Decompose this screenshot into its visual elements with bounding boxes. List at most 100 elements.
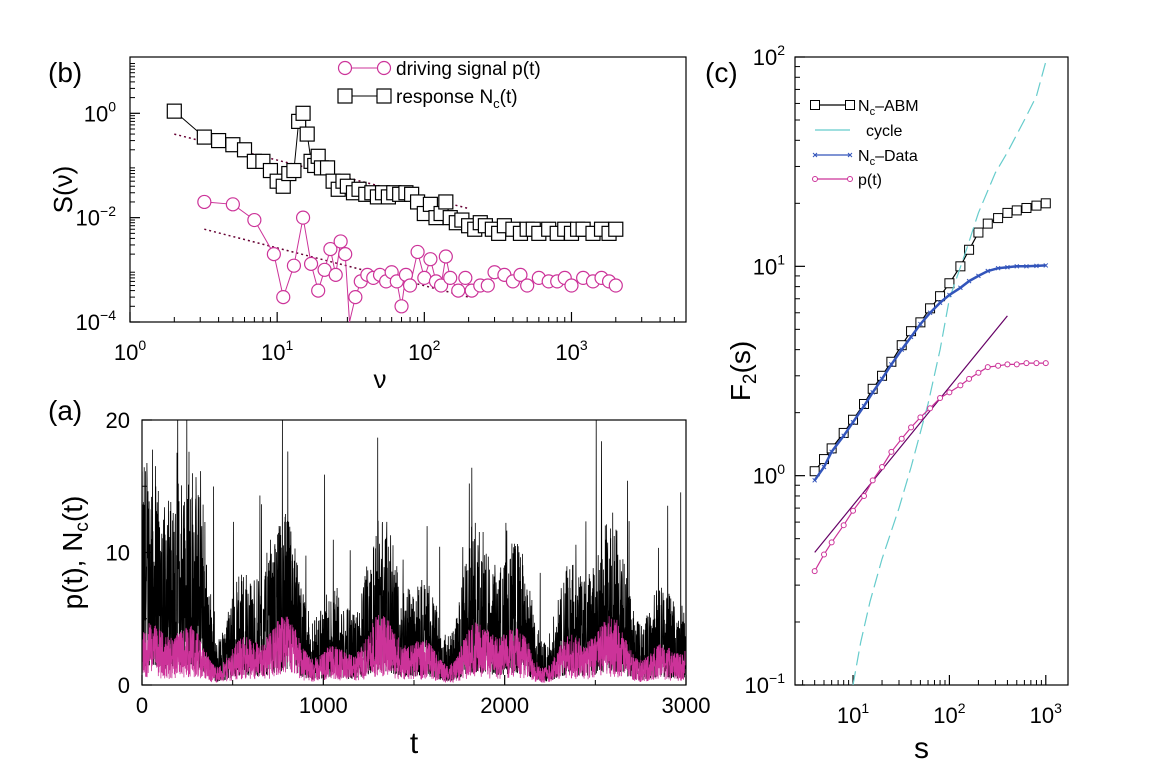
legend-marker [337,60,353,76]
data-point [1031,200,1042,211]
data-point [1005,264,1010,270]
data-point [982,218,993,229]
x-tick-label: 103 [555,337,587,365]
data-point [985,268,991,274]
data-point [964,244,975,255]
data-point [958,285,963,291]
data-point [438,194,454,210]
data-point [973,227,984,238]
data-point [295,210,311,225]
data-point [966,278,972,284]
legend-marker [845,100,855,110]
x-tick-label: 2000 [480,693,529,718]
x-axis-label: t [410,727,419,760]
x-tick-label: 102 [933,700,965,728]
legend-marker [337,88,353,104]
data-point [927,310,933,316]
data-point [879,376,885,382]
legend-marker [812,176,818,182]
legend-label: cycle [866,123,903,140]
data-point [1011,205,1022,216]
data-point [966,375,973,382]
legend-label: Nc–Data [858,148,918,168]
panel-a: 0 1000 2000 3000 0 10 20 t p(t), Nc(t) [57,408,710,760]
data-point [829,449,834,455]
legend-marker [847,176,853,182]
y-tick-label: 10−1 [745,670,786,698]
data-point [458,270,473,286]
legend-marker [810,100,820,110]
data-point [417,270,432,286]
data-point [423,252,438,267]
data-point [993,213,1004,224]
data-point [333,234,348,249]
data-point [861,403,867,409]
y-tick-label: 10−2 [76,203,117,231]
data-point [828,539,835,546]
data-point [1040,198,1051,209]
fit-line [204,228,469,298]
y-tick-label: 101 [753,251,785,279]
data-point [821,551,828,558]
data-point [809,466,820,477]
data-point [266,247,281,262]
legend-marker [376,60,392,76]
data-point [995,362,1002,369]
y-axis-label: S(ν) [48,166,78,214]
y-tick-label: 100 [753,461,785,489]
data-point [1021,202,1032,213]
series-line [814,202,1046,472]
data-point [917,414,924,421]
data-point [995,265,1001,271]
data-point [898,435,905,442]
data-point [295,105,311,121]
data-point [1023,360,1030,367]
data-point [225,197,240,212]
data-point [861,492,868,499]
data-point [166,103,182,119]
data-point [197,194,212,210]
data-point [984,364,991,371]
data-point [918,321,923,327]
data-point [286,162,302,179]
data-point [338,247,353,262]
data-point [937,394,944,401]
plot-frame [794,56,1069,686]
data-point [438,249,453,264]
data-point [850,507,857,514]
data-point [975,369,982,376]
data-point [840,522,847,529]
data-point [319,160,336,176]
data-point [275,178,291,194]
data-point [927,405,934,412]
series-line [813,264,1046,482]
plot-frame [129,56,687,323]
panel-b: 100 101 102 103 100 10−2 10−4 ν S(ν) driving sign… [48,56,687,394]
data-point [451,283,466,298]
data-point [1033,360,1040,367]
x-axis-label: ν [374,364,387,394]
data-point [286,258,302,273]
data-point [935,291,946,302]
data-point [247,212,262,228]
x-tick-label: 0 [136,693,148,718]
data-point [908,424,915,431]
data-point [564,278,579,293]
x-tick-label: 101 [261,337,293,365]
data-point [879,464,886,471]
data-point [608,221,624,237]
data-point [889,362,894,367]
legend-label: response Nc(t) [396,87,518,111]
data-point [443,270,458,286]
data-point [1014,263,1020,269]
data-point [323,241,338,257]
data-point [899,347,905,352]
data-point [1042,360,1049,367]
data-point [303,256,319,271]
data-point [410,244,425,260]
y-tick-label: 0 [118,673,130,698]
legend-marker [847,152,853,158]
data-point [311,283,326,298]
x-tick-label: 103 [1030,700,1062,728]
y-axis-label: p(t), Nc(t) [57,496,93,610]
